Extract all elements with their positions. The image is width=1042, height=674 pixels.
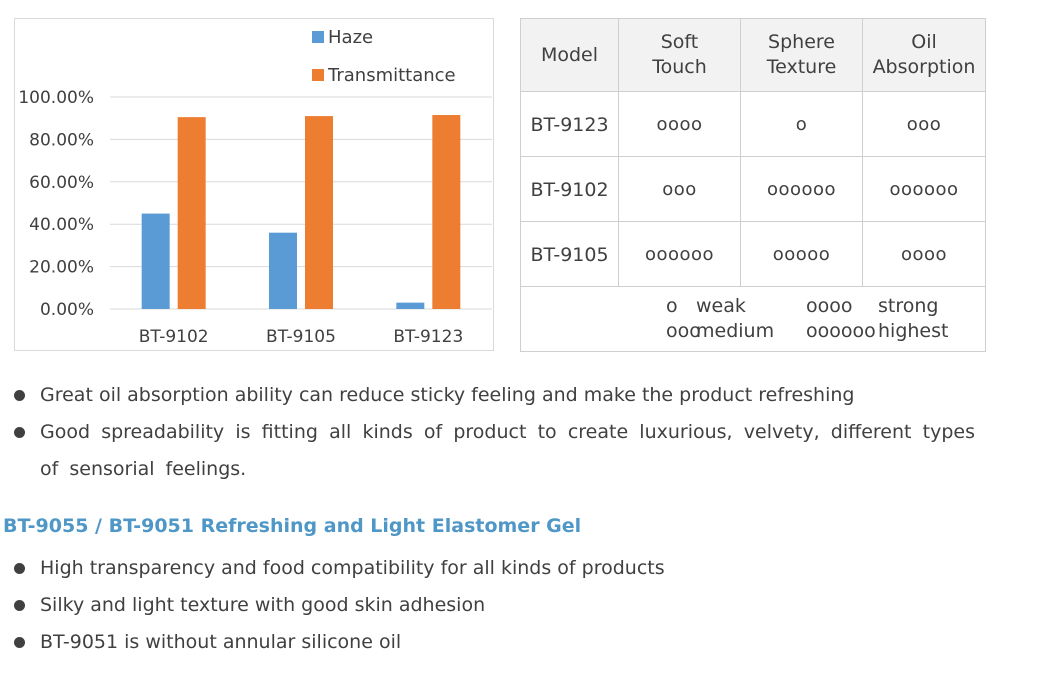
bullet-dot-icon bbox=[14, 390, 25, 401]
bar-transmittance-bt-9105 bbox=[305, 116, 333, 309]
row-model: BT-9105 bbox=[520, 221, 619, 287]
soft-touch-rating: oooooo bbox=[618, 221, 741, 287]
legend-symbol-strong: oooo bbox=[806, 295, 853, 317]
y-tick-label: 100.00% bbox=[18, 88, 94, 108]
header-soft-touch: Soft Touch bbox=[618, 18, 741, 92]
y-tick-label: 40.00% bbox=[29, 215, 94, 235]
list-item-text: Great oil absorption ability can reduce … bbox=[40, 384, 855, 406]
table-row: BT-9105 oooooo ooooo oooo bbox=[520, 221, 986, 287]
header-oil-absorption: Oil Absorption bbox=[862, 18, 986, 92]
bullet-dot-icon bbox=[14, 427, 25, 438]
header-sphere-texture: Sphere Texture bbox=[740, 18, 863, 92]
legend-label-strong: strong bbox=[878, 295, 939, 317]
oil-absorption-rating: oooo bbox=[862, 221, 986, 287]
properties-table: Model Soft Touch Sphere Texture Oil Absorpt… bbox=[520, 18, 986, 352]
row-model: BT-9123 bbox=[520, 91, 619, 157]
rating-legend-row: o weak oooo strong ooo medium oooooo hig… bbox=[520, 286, 986, 352]
bar-haze-bt-9123 bbox=[396, 302, 425, 309]
section-heading: BT-9055 / BT-9051 Refreshing and Light E… bbox=[3, 515, 582, 537]
header-model: Model bbox=[520, 18, 619, 92]
bullet-dot-icon bbox=[14, 637, 25, 648]
list-item-text: BT-9051 is without annular silicone oil bbox=[40, 631, 402, 653]
chart-frame bbox=[14, 18, 494, 351]
rating-legend: o weak oooo strong ooo medium oooooo hig… bbox=[520, 286, 986, 352]
bar-haze-bt-9105 bbox=[269, 232, 297, 309]
legend-label-medium: medium bbox=[696, 320, 775, 342]
x-tick-label: BT-9105 bbox=[266, 327, 336, 347]
legend-label-weak: weak bbox=[696, 295, 746, 317]
legend-label-highest: highest bbox=[878, 320, 949, 342]
y-tick-label: 60.00% bbox=[29, 173, 94, 193]
oil-absorption-rating: oooooo bbox=[862, 156, 986, 222]
bar-transmittance-bt-9123 bbox=[432, 115, 461, 310]
y-tick-label: 0.00% bbox=[40, 300, 94, 320]
table-header-row: Model Soft Touch Sphere Texture Oil Absorpt… bbox=[520, 18, 986, 92]
legend-swatch-haze bbox=[312, 31, 324, 43]
list-item: High transparency and food compatibility… bbox=[0, 550, 975, 587]
row-model: BT-9102 bbox=[520, 156, 619, 222]
list-item: Good spreadability is fitting all kinds … bbox=[0, 414, 975, 488]
legend-symbol-highest: oooooo bbox=[806, 320, 876, 342]
list-item-text: High transparency and food compatibility… bbox=[40, 557, 665, 579]
table-row: BT-9123 oooo o ooo bbox=[520, 91, 986, 157]
bullet-dot-icon bbox=[14, 600, 25, 611]
y-tick-label: 80.00% bbox=[29, 130, 94, 150]
chart-svg: 0.00% 20.00% 40.00% 60.00% 80.00% 100.00% BT-9… bbox=[14, 18, 494, 351]
sphere-texture-rating: o bbox=[740, 91, 863, 157]
legend-label-haze: Haze bbox=[328, 27, 373, 48]
haze-transmittance-chart: 0.00% 20.00% 40.00% 60.00% 80.00% 100.00% BT-9… bbox=[14, 18, 494, 351]
soft-touch-rating: oooo bbox=[618, 91, 741, 157]
bar-haze-bt-9102 bbox=[141, 213, 170, 309]
feature-list: Great oil absorption ability can reduce … bbox=[0, 377, 975, 488]
sphere-texture-rating: ooooo bbox=[740, 221, 863, 287]
list-item: BT-9051 is without annular silicone oil bbox=[0, 624, 975, 661]
y-tick-label: 20.00% bbox=[29, 258, 94, 278]
list-item: Silky and light texture with good skin a… bbox=[0, 587, 975, 624]
bar-transmittance-bt-9102 bbox=[177, 117, 206, 309]
elastomer-gel-feature-list: High transparency and food compatibility… bbox=[0, 550, 975, 661]
oil-absorption-rating: ooo bbox=[862, 91, 986, 157]
legend-label-transmittance: Transmittance bbox=[327, 65, 456, 86]
x-tick-label: BT-9123 bbox=[393, 327, 463, 347]
legend-symbol-medium: ooo bbox=[666, 320, 701, 342]
list-item: Great oil absorption ability can reduce … bbox=[0, 377, 975, 414]
soft-touch-rating: ooo bbox=[618, 156, 741, 222]
list-item-text: Good spreadability is fitting all kinds … bbox=[40, 421, 975, 480]
table-row: BT-9102 ooo oooooo oooooo bbox=[520, 156, 986, 222]
legend-swatch-transmittance bbox=[312, 69, 324, 81]
sphere-texture-rating: oooooo bbox=[740, 156, 863, 222]
x-tick-label: BT-9102 bbox=[139, 327, 209, 347]
list-item-text: Silky and light texture with good skin a… bbox=[40, 594, 486, 616]
legend-symbol-weak: o bbox=[666, 295, 678, 317]
bullet-dot-icon bbox=[14, 563, 25, 574]
